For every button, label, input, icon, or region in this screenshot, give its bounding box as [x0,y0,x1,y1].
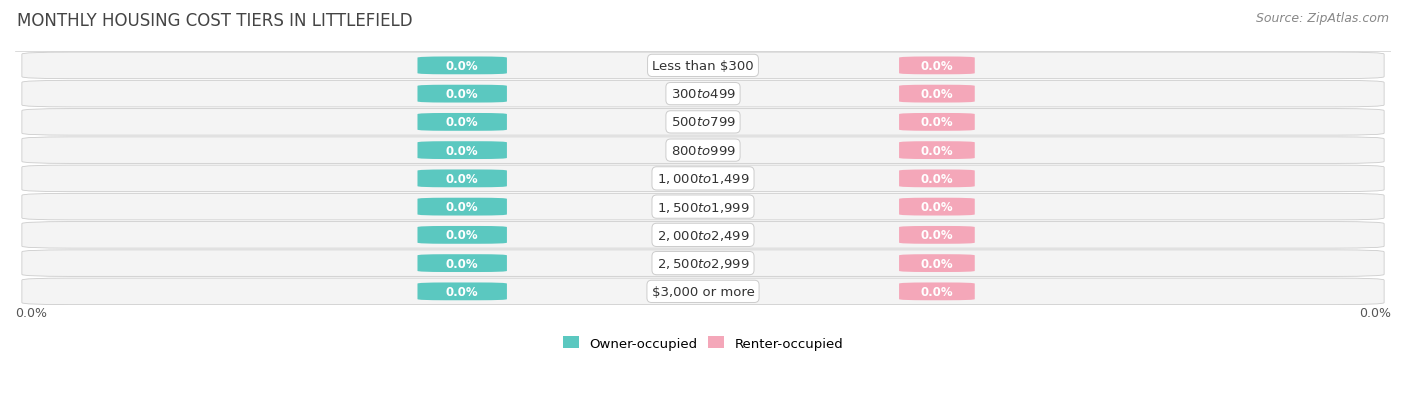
FancyBboxPatch shape [418,254,508,272]
Text: MONTHLY HOUSING COST TIERS IN LITTLEFIELD: MONTHLY HOUSING COST TIERS IN LITTLEFIEL… [17,12,412,30]
FancyBboxPatch shape [418,142,508,160]
FancyBboxPatch shape [898,85,974,103]
Text: $3,000 or more: $3,000 or more [651,285,755,298]
FancyBboxPatch shape [898,57,974,75]
Text: 0.0%: 0.0% [446,88,478,101]
Text: $2,500 to $2,999: $2,500 to $2,999 [657,256,749,271]
Text: 0.0%: 0.0% [921,88,953,101]
FancyBboxPatch shape [898,254,974,272]
Text: 0.0%: 0.0% [446,173,478,185]
FancyBboxPatch shape [22,222,1384,249]
Text: $2,000 to $2,499: $2,000 to $2,499 [657,228,749,242]
Text: 0.0%: 0.0% [921,229,953,242]
FancyBboxPatch shape [418,226,508,244]
Text: 0.0%: 0.0% [1360,306,1391,319]
FancyBboxPatch shape [418,85,508,103]
Text: $1,500 to $1,999: $1,500 to $1,999 [657,200,749,214]
FancyBboxPatch shape [898,142,974,160]
Text: 0.0%: 0.0% [921,116,953,129]
Text: $500 to $799: $500 to $799 [671,116,735,129]
FancyBboxPatch shape [418,170,508,188]
FancyBboxPatch shape [898,283,974,301]
Text: 0.0%: 0.0% [15,306,46,319]
Text: 0.0%: 0.0% [921,201,953,214]
Text: 0.0%: 0.0% [446,201,478,214]
FancyBboxPatch shape [418,283,508,301]
Text: 0.0%: 0.0% [921,285,953,298]
FancyBboxPatch shape [898,226,974,244]
Text: 0.0%: 0.0% [446,257,478,270]
Text: 0.0%: 0.0% [446,116,478,129]
FancyBboxPatch shape [22,194,1384,221]
Text: Less than $300: Less than $300 [652,60,754,73]
Text: 0.0%: 0.0% [921,144,953,157]
Text: $300 to $499: $300 to $499 [671,88,735,101]
Text: 0.0%: 0.0% [446,144,478,157]
FancyBboxPatch shape [22,53,1384,79]
FancyBboxPatch shape [22,166,1384,192]
FancyBboxPatch shape [22,81,1384,108]
FancyBboxPatch shape [22,109,1384,136]
FancyBboxPatch shape [418,198,508,216]
FancyBboxPatch shape [898,198,974,216]
FancyBboxPatch shape [898,170,974,188]
Text: 0.0%: 0.0% [446,60,478,73]
FancyBboxPatch shape [22,250,1384,277]
Text: Source: ZipAtlas.com: Source: ZipAtlas.com [1256,12,1389,25]
Text: 0.0%: 0.0% [446,285,478,298]
FancyBboxPatch shape [22,138,1384,164]
Text: $800 to $999: $800 to $999 [671,144,735,157]
Legend: Owner-occupied, Renter-occupied: Owner-occupied, Renter-occupied [558,331,848,355]
Text: 0.0%: 0.0% [921,257,953,270]
Text: 0.0%: 0.0% [446,229,478,242]
FancyBboxPatch shape [418,114,508,131]
FancyBboxPatch shape [22,278,1384,305]
FancyBboxPatch shape [898,114,974,131]
Text: 0.0%: 0.0% [921,173,953,185]
FancyBboxPatch shape [418,57,508,75]
Text: 0.0%: 0.0% [921,60,953,73]
Text: $1,000 to $1,499: $1,000 to $1,499 [657,172,749,186]
